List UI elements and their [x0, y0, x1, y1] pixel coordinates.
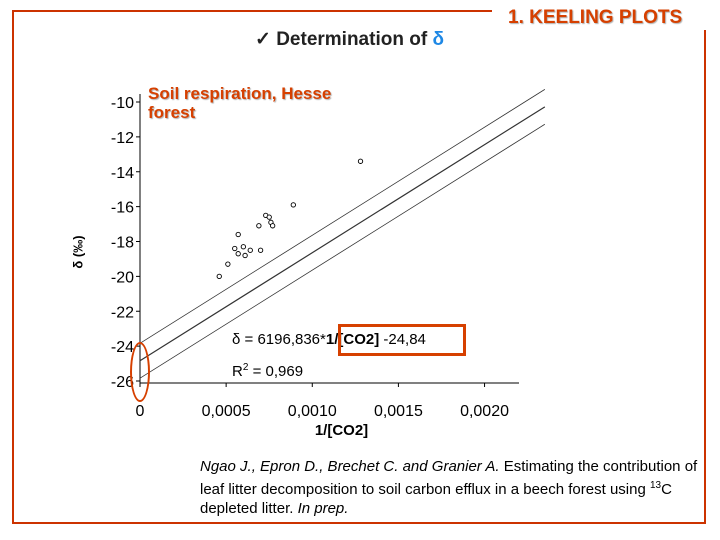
intercept-highlight-oval	[130, 342, 150, 402]
data-point	[256, 223, 262, 229]
r2-label: R	[232, 363, 243, 380]
delta-symbol: δ	[432, 29, 444, 50]
slide-frame	[12, 10, 706, 524]
r2-value: = 0,969	[248, 363, 304, 380]
data-point	[290, 202, 296, 208]
y-tick-label: -16	[111, 200, 134, 217]
reference-authors: Ngao J., Epron D., Brechet C. and Granie…	[200, 458, 500, 475]
confidence-band-upper	[139, 89, 546, 344]
x-tick-label: 0,0010	[288, 403, 337, 420]
data-point	[240, 244, 247, 250]
reference-isotope: 13	[649, 480, 662, 491]
y-tick-label: -24	[111, 339, 134, 356]
y-tick-label: -18	[111, 235, 134, 252]
data-point	[242, 252, 248, 259]
section-tag: 1. KEELING PLOTS	[492, 0, 707, 30]
x-tick-label: 0,0020	[460, 403, 509, 420]
data-point	[357, 158, 364, 164]
reference-title-end: C depleted litter.	[200, 481, 672, 517]
data-point	[235, 251, 241, 257]
confidence-band-lower	[139, 123, 546, 379]
y-tick-label: -12	[111, 130, 134, 147]
heading-text: ✓ Determination of	[255, 29, 433, 50]
reference-citation: Ngao J., Epron D., Brechet C. and Granie…	[200, 457, 700, 518]
x-axis-label: 1/[CO2]	[315, 422, 368, 439]
reference-status: In prep.	[297, 500, 349, 517]
x-tick-label: 0,0015	[374, 403, 423, 420]
data-point	[257, 247, 264, 253]
x-tick-label: 0	[136, 403, 145, 420]
equation-suffix: -24,84	[379, 331, 426, 348]
r-squared: R2 = 0,969	[232, 362, 303, 380]
equation-prefix: δ = 6196,836*	[232, 331, 326, 348]
data-point	[232, 245, 238, 252]
y-tick-label: -10	[111, 95, 134, 112]
data-point	[269, 223, 276, 229]
y-tick-label: -22	[111, 304, 134, 321]
data-point	[247, 247, 253, 253]
reference-title: Estimating the contribution of leaf litt…	[200, 458, 698, 498]
data-point	[235, 231, 241, 238]
r2-exponent: 2	[242, 362, 249, 373]
y-tick-label: -26	[111, 374, 134, 391]
section-tag-label: 1. KEELING PLOTS	[508, 7, 683, 28]
chart-caption: Soil respiration, Hesse forest	[148, 84, 332, 122]
x-tick-label: 0,0005	[202, 403, 251, 420]
data-point	[225, 261, 231, 267]
equation-highlight-box	[338, 324, 466, 356]
slide-heading: ✓ Determination of δ	[255, 28, 444, 51]
y-tick-label: -20	[111, 269, 134, 286]
data-point	[216, 273, 222, 280]
regression-line	[139, 106, 546, 362]
data-point	[266, 214, 272, 220]
y-tick-label: -14	[111, 165, 134, 182]
